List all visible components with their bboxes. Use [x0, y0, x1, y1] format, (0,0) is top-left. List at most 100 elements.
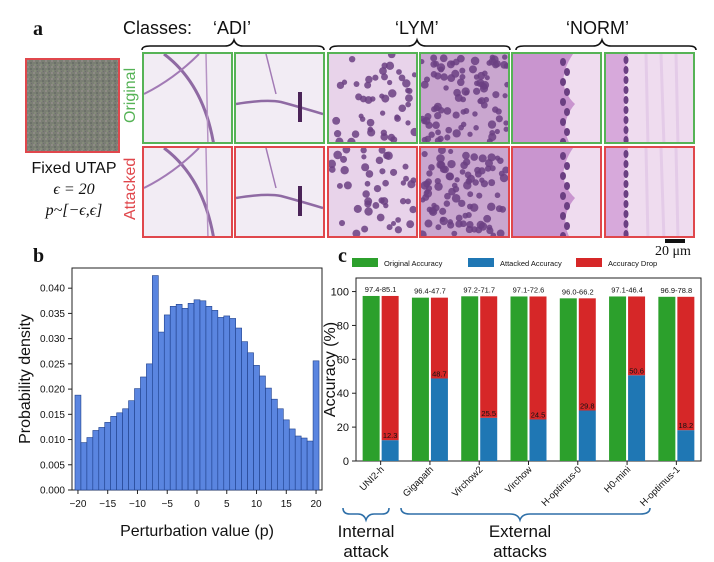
legend-label: Original Accuracy [384, 259, 443, 268]
x-tick-label: −20 [69, 499, 86, 510]
model-name-label: UNI2-h [358, 464, 387, 493]
histogram-bar [146, 363, 153, 491]
histogram-bar [98, 427, 106, 491]
bar-top-label: 97.2-71.7 [463, 285, 495, 294]
original-accuracy-bar [559, 298, 577, 461]
panel-a-letter: a [33, 18, 43, 40]
histogram-bar [259, 375, 266, 491]
original-tile-norm [511, 52, 602, 144]
class-label-adi: ‘ADI’ [213, 18, 252, 38]
bar-top-label: 97.4-85.1 [365, 285, 397, 294]
attacked-accuracy-bar [430, 378, 448, 461]
y-tick-label: 80 [337, 320, 349, 332]
y-tick-label: 0.040 [40, 284, 65, 295]
histogram-bar [265, 387, 272, 491]
classes-prefix: Classes: [123, 18, 193, 38]
histogram-bar [223, 315, 231, 491]
attacked-accuracy-bar [677, 430, 695, 461]
scale-bar-label: 20 μm [655, 244, 691, 259]
original-accuracy-bar [510, 296, 528, 461]
row-label-attacked: Attacked [122, 157, 139, 220]
original-accuracy-bar [411, 297, 429, 461]
accuracy-drop-bar [480, 296, 498, 418]
original-tile-lym [327, 52, 418, 144]
attacked-tile-lym [419, 146, 510, 238]
histogram-bar [241, 341, 248, 491]
x-tick-label: −15 [99, 499, 116, 510]
bar-top-label: 97.1-46.4 [611, 285, 643, 294]
original-accuracy-bar [362, 295, 380, 461]
panel-c-letter: c [338, 245, 347, 267]
histogram-bar [283, 419, 290, 491]
accuracy-bar-chart: Original Accuracy Attacked Accuracy Accura… [322, 258, 702, 509]
utap-caption: Fixed UTAP ϵ = 20 p~[−ϵ,ϵ] [20, 158, 128, 221]
x-tick-label: 0 [194, 499, 200, 510]
model-name-label: H-optimus-0 [540, 464, 584, 508]
scale-bar [665, 239, 685, 243]
histogram-x-axis-label: Perturbation value (p) [120, 523, 274, 540]
bar-top-label: 96.9-78.8 [661, 286, 693, 295]
x-tick-label: 5 [224, 499, 230, 510]
histogram-bar [128, 400, 135, 491]
panel-b-letter: b [33, 245, 45, 267]
histogram-bar [253, 365, 260, 491]
legend-label: Accuracy Drop [608, 259, 657, 268]
model-name-label: H-optimus-1 [638, 464, 682, 508]
histogram-bar [235, 327, 242, 491]
original-tile-lym [419, 52, 510, 144]
histogram-bar [294, 435, 302, 491]
histogram-bar [163, 314, 171, 491]
x-tick-label: 10 [251, 499, 263, 510]
bar-top-label: 96.4-47.7 [414, 287, 446, 296]
histogram-bar [134, 388, 141, 491]
histogram-bar [211, 310, 219, 491]
accuracy-drop-bar [381, 295, 399, 441]
histogram-bar [74, 394, 82, 491]
legend-swatch [352, 258, 378, 267]
internal-label-line2: attack [343, 542, 389, 561]
histogram-bar [205, 306, 213, 491]
y-tick-label: 100 [331, 287, 349, 299]
accuracy-plot-area [355, 277, 702, 462]
histogram-bar [277, 408, 284, 491]
histogram-y-axis-label: Probability density [17, 314, 34, 444]
perturbation-histogram: 0.000 0.005 0.010 0.015 0.020 0.025 0.030 0.035… [17, 267, 323, 540]
row-label-original: Original [122, 67, 139, 123]
histogram-bar [110, 416, 117, 491]
histogram-bar [152, 275, 159, 491]
y-tick-label: 40 [337, 388, 349, 400]
accuracy-drop-bar [430, 297, 448, 379]
histogram-bar [217, 317, 225, 491]
y-tick-label: 0.020 [40, 385, 65, 396]
histogram-bar [140, 376, 147, 491]
legend-label: Attacked Accuracy [500, 259, 562, 268]
class-brackets [141, 37, 697, 51]
accuracy-legend: Original Accuracy Attacked Accuracy Accura… [352, 258, 657, 268]
attacked-accuracy-bar [529, 419, 547, 461]
attacked-value-label: 12.3 [383, 431, 398, 440]
model-name-label: Gigapath [401, 464, 436, 499]
class-label-lym: ‘LYM’ [395, 18, 439, 38]
bar-top-label: 97.1-72.6 [513, 285, 545, 294]
original-tile-norm [604, 52, 695, 144]
utap-line-2: ϵ = 20 [53, 181, 95, 198]
x-tick-label: 20 [310, 499, 322, 510]
class-label-norm: ‘NORM’ [566, 18, 629, 38]
internal-label-line1: Internal [337, 522, 395, 541]
y-tick-label: 0.000 [40, 486, 65, 497]
attacked-accuracy-bar [578, 410, 596, 461]
internal-attack-label: Internal attack [336, 522, 396, 562]
attacked-value-label: 29.8 [580, 402, 595, 411]
y-tick-label: 0.035 [40, 309, 65, 320]
histogram-bar [300, 437, 308, 491]
utap-line-3: p~[−ϵ,ϵ] [45, 202, 103, 219]
accuracy-drop-bar [628, 296, 646, 376]
original-tile-adi [142, 52, 233, 144]
external-attacks-label: External attacks [480, 522, 560, 562]
histogram-bar [288, 428, 296, 491]
histogram-bar [181, 308, 189, 491]
original-tile-adi [234, 52, 325, 144]
y-tick-label: 0.010 [40, 435, 65, 446]
histogram-bar [86, 437, 94, 491]
histogram-bar [193, 299, 201, 491]
